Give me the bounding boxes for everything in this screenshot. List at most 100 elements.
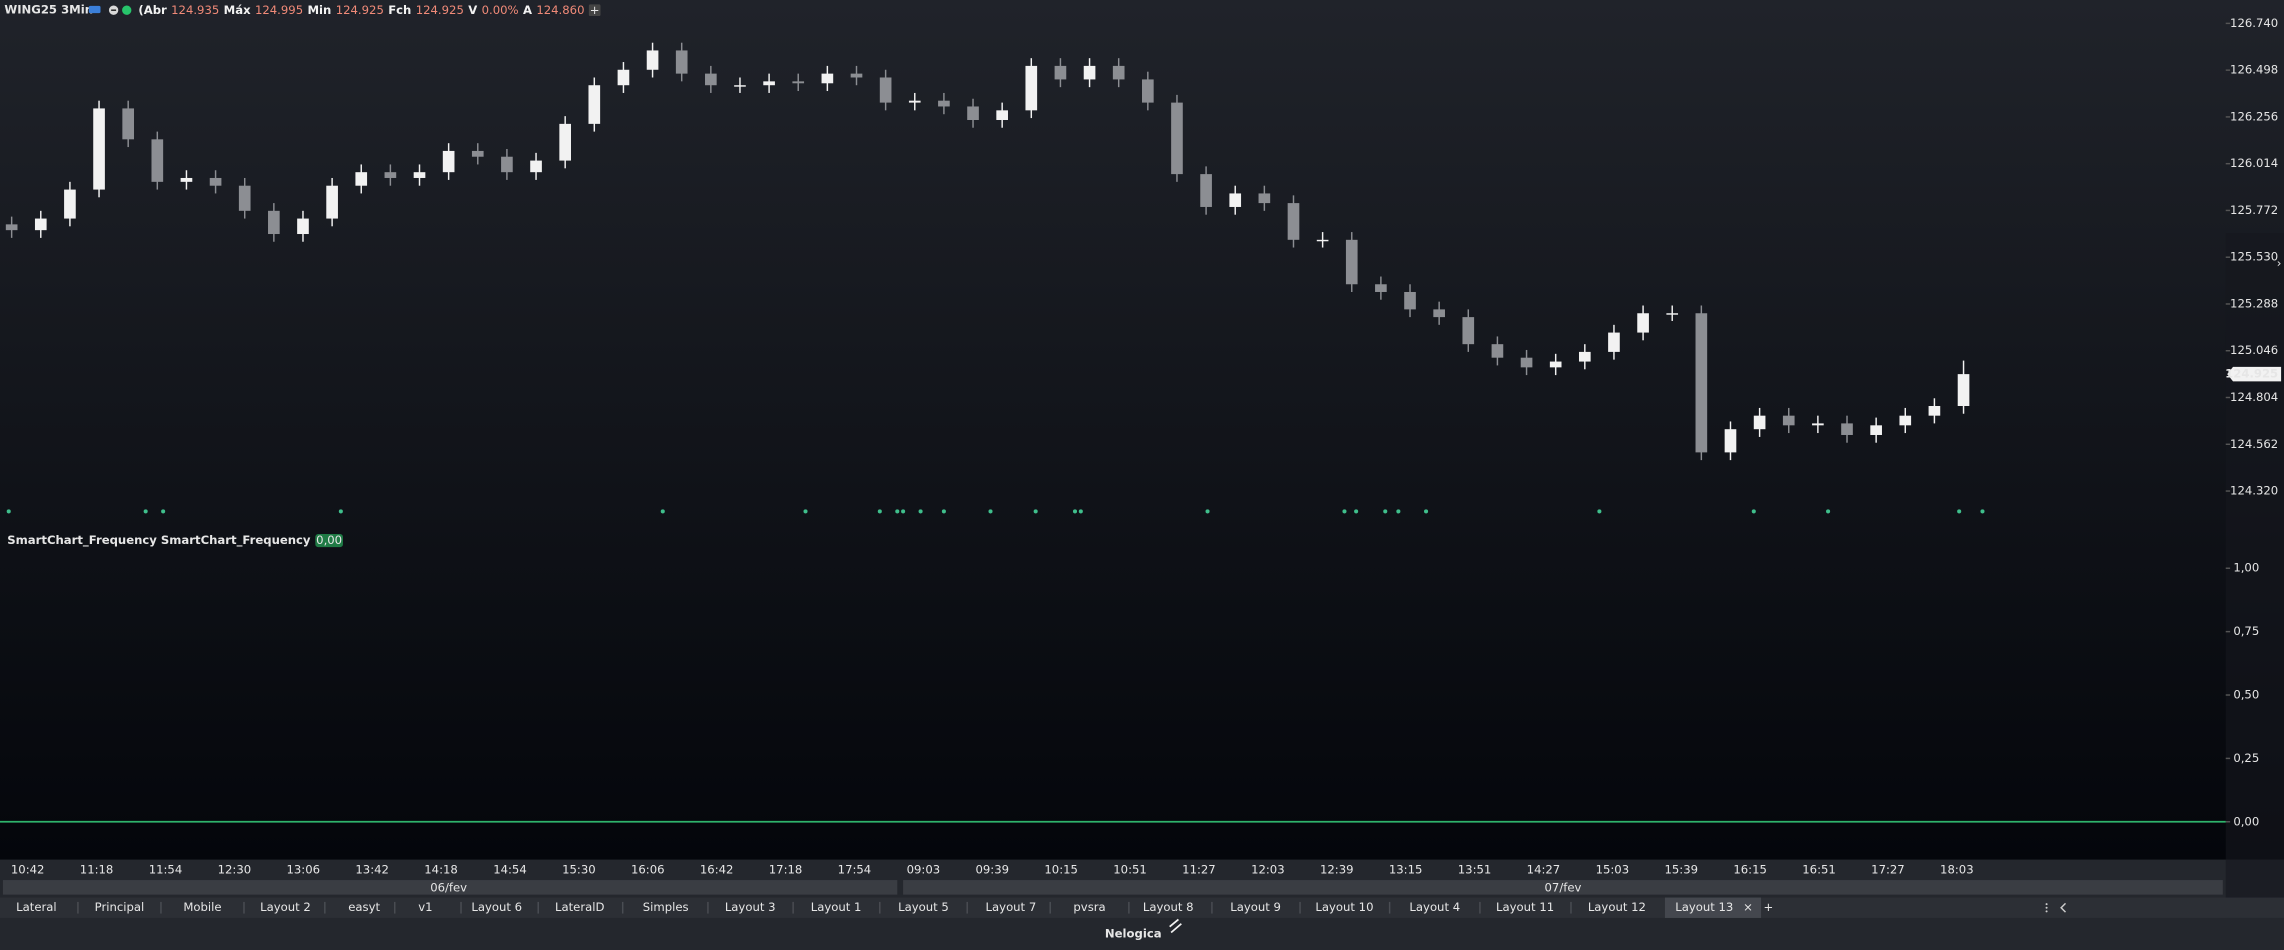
close-tab-icon[interactable]: × [1743, 900, 1753, 914]
tab[interactable]: Layout 4 [1409, 900, 1460, 914]
add-tab-icon[interactable]: + [1763, 900, 1773, 914]
tab[interactable]: Layout 10 [1315, 900, 1373, 914]
tab[interactable]: Layout 1 [811, 900, 862, 914]
candle-body [821, 73, 834, 84]
quote-label: V [468, 3, 477, 17]
x-tick-label: 13:15 [1389, 862, 1423, 876]
minus-bar [111, 9, 117, 11]
x-tick-label: 13:51 [1458, 862, 1492, 876]
candle-body [5, 224, 18, 231]
x-tick-label: 17:18 [769, 862, 803, 876]
tab[interactable]: LateralD [555, 900, 604, 914]
expand-arrow[interactable]: › [2277, 256, 2282, 270]
x-tick-label: 14:18 [424, 862, 458, 876]
tab[interactable]: Layout 6 [471, 900, 522, 914]
candle-body [1870, 425, 1882, 435]
candle-body [734, 85, 746, 87]
tab[interactable]: Mobile [183, 900, 221, 914]
signal-dot [1072, 509, 1078, 514]
y-tick-label: 125.046 [2230, 343, 2278, 357]
candle-body [209, 177, 222, 186]
signal-dot [1957, 509, 1962, 514]
x-tick-label: 16:06 [631, 862, 665, 876]
scroll-left-icon[interactable] [2060, 902, 2067, 913]
candle-body [617, 69, 630, 86]
last-price-tag [2227, 366, 2282, 382]
right-scroll-strip [2225, 233, 2284, 918]
candle-body [938, 100, 950, 107]
candle-body [1608, 332, 1620, 352]
signal-dot [1751, 509, 1756, 514]
y-tick-label: 0,75 [2233, 624, 2259, 638]
candle-body [64, 189, 76, 219]
x-tick-label: 12:03 [1251, 862, 1285, 876]
x-tick-label: 17:54 [838, 862, 872, 876]
date-label: 06/fev [430, 881, 467, 895]
y-tick-label: 125.530 [2230, 250, 2278, 264]
candle-body [792, 81, 805, 84]
candle-body [850, 73, 863, 78]
signal-dot [1826, 509, 1831, 514]
candle-body [268, 210, 280, 235]
signal-dot [161, 509, 166, 514]
signal-dot [918, 509, 923, 514]
tab[interactable]: easyt [348, 900, 380, 914]
tab[interactable]: Lateral [16, 900, 56, 914]
candle-body [1112, 65, 1125, 80]
brand-logo: Nelogica [1105, 926, 1162, 940]
tab[interactable]: pvsra [1073, 900, 1105, 914]
signal-dot [1396, 509, 1401, 514]
tab-active[interactable]: Layout 13 [1675, 900, 1733, 914]
candle-body [151, 139, 164, 182]
symbol[interactable]: WING25 3Min [4, 3, 93, 17]
candle-body [1404, 291, 1416, 310]
tab[interactable]: v1 [418, 900, 432, 914]
candle-body [1142, 79, 1154, 103]
x-tick-label: 15:03 [1596, 862, 1630, 876]
candle-body [1695, 313, 1708, 453]
candle-body [1928, 406, 1941, 416]
y-tick-label: 124.804 [2230, 390, 2278, 404]
tab[interactable]: Layout 11 [1496, 900, 1554, 914]
signal-dot [338, 509, 343, 514]
tab[interactable]: Layout 9 [1230, 900, 1281, 914]
x-tick-label: 12:30 [218, 862, 252, 876]
tab[interactable]: Simples [643, 900, 689, 914]
tab[interactable]: Layout 7 [986, 900, 1037, 914]
tab-menu-icon[interactable] [2045, 903, 2048, 913]
candle-body [996, 110, 1008, 121]
candle-body [1345, 239, 1358, 285]
tab[interactable]: Layout 12 [1588, 900, 1646, 914]
add-indicator-button[interactable] [588, 4, 601, 17]
quote-value: 0.00% [482, 3, 519, 17]
tab[interactable]: Layout 3 [725, 900, 776, 914]
tab[interactable]: Layout 2 [260, 900, 311, 914]
quote-label: Min [307, 3, 331, 17]
candle-body [908, 100, 921, 103]
signal-dot [1383, 509, 1388, 514]
dot [2045, 906, 2048, 909]
candle-body [1200, 174, 1212, 207]
signal-dot [660, 509, 665, 514]
tab[interactable]: Principal [95, 900, 145, 914]
x-tick-label: 17:27 [1871, 862, 1905, 876]
candle-body [1520, 357, 1533, 368]
candle-body [1054, 65, 1067, 80]
x-tick-label: 13:06 [286, 862, 320, 876]
date-bar [2, 880, 898, 895]
tab[interactable]: Layout 5 [898, 900, 949, 914]
candle-body [122, 108, 135, 140]
candle-body [646, 50, 659, 70]
signal-dot [143, 509, 148, 514]
candle-body [501, 156, 513, 173]
tab[interactable]: Layout 8 [1143, 900, 1194, 914]
x-tick-label: 10:51 [1113, 862, 1147, 876]
candle-body [1841, 423, 1853, 435]
signal-dot [988, 509, 993, 514]
signal-dot [1033, 509, 1038, 514]
add-indicator-icon[interactable]: + [590, 3, 600, 17]
quote-label: (Abr [138, 3, 167, 17]
signal-dot [1980, 509, 1985, 514]
